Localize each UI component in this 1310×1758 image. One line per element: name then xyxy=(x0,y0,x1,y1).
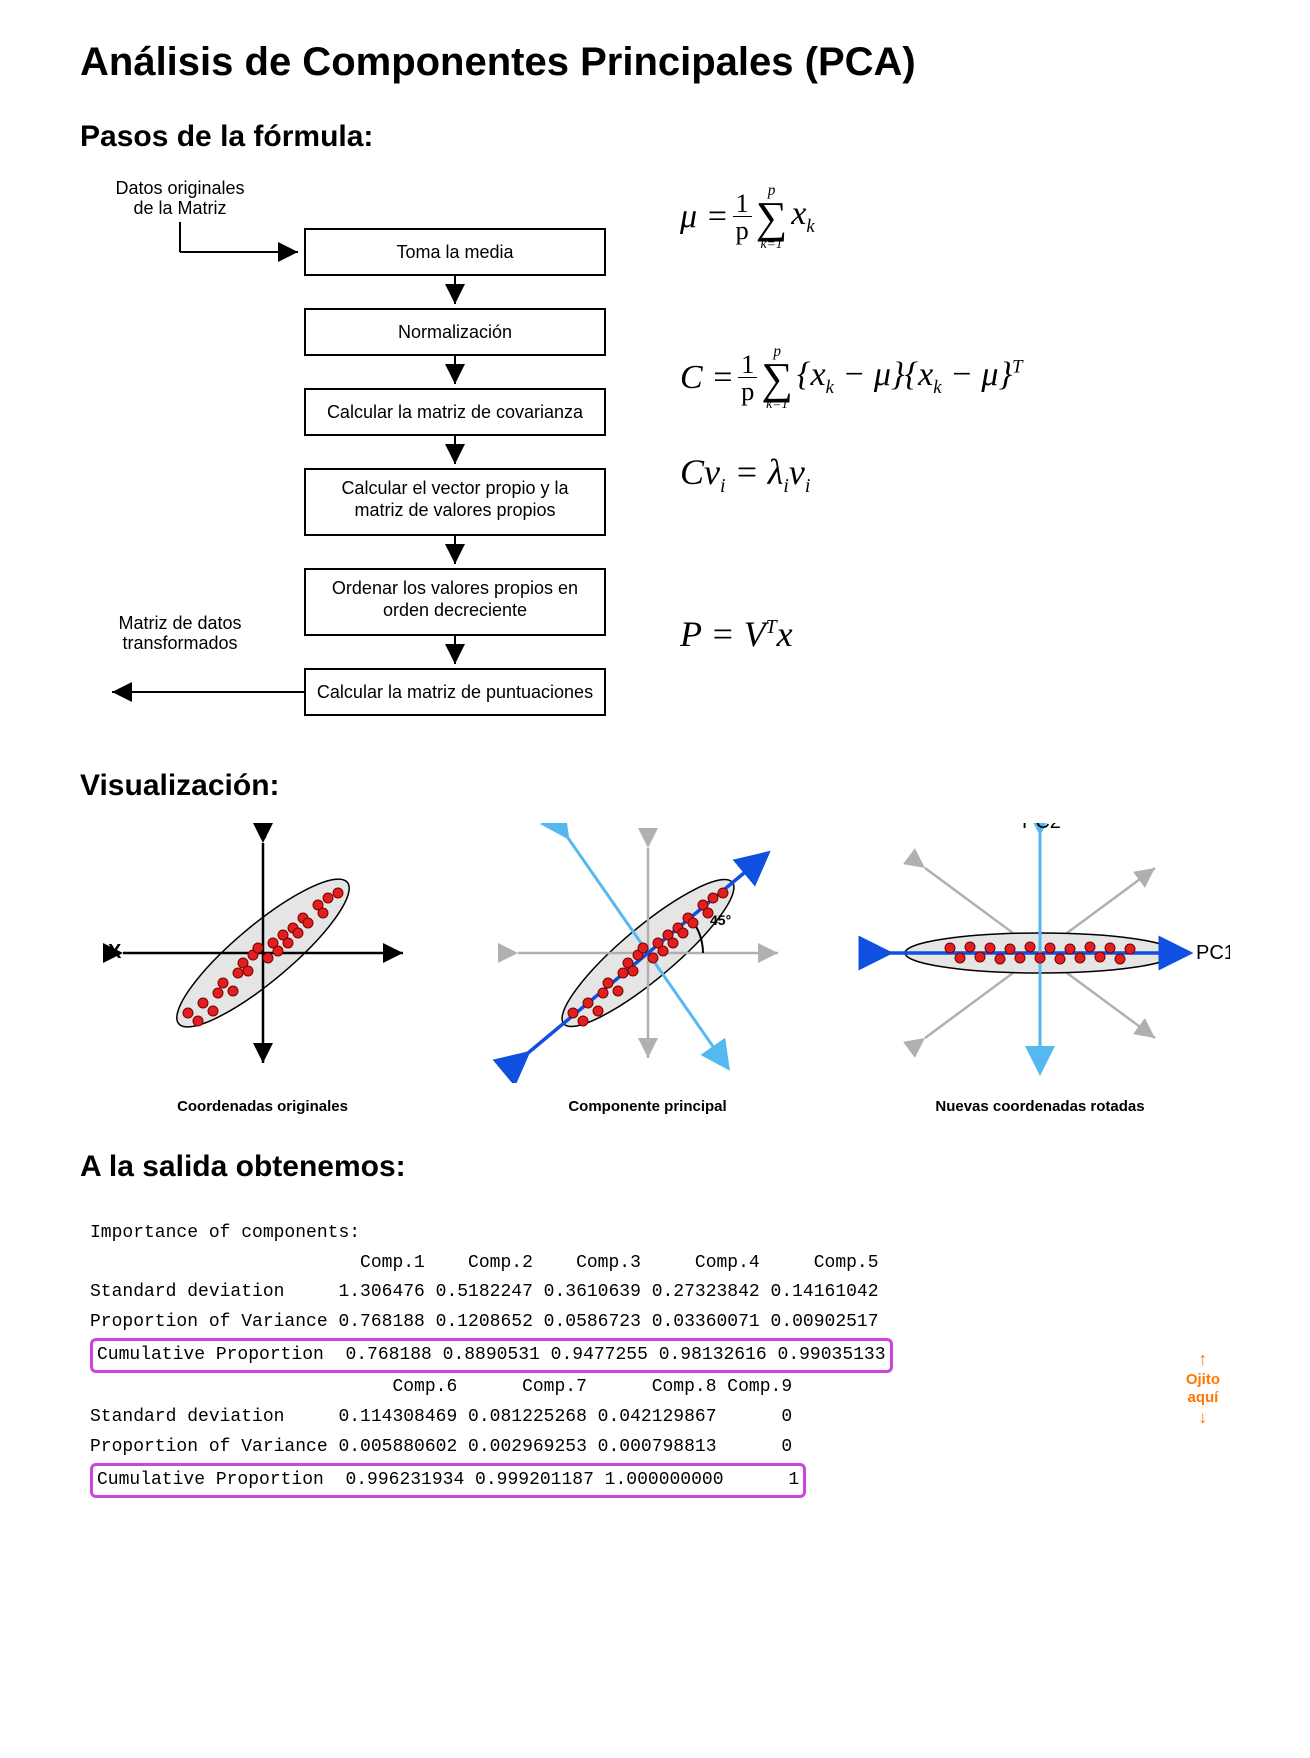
out-cols2: Comp.6 Comp.7 Comp.8 Comp.9 xyxy=(90,1377,792,1397)
formula-eigen: Cνi = λiνi xyxy=(680,451,1230,498)
viz-svg-2: 45° xyxy=(478,823,818,1083)
flowchart-svg: Datos originales de la Matriz Toma la me… xyxy=(80,174,640,734)
formula-mean: μ = 1p p∑k=1 xk xyxy=(680,184,1230,250)
out-cols1: Comp.1 Comp.2 Comp.3 Comp.4 Comp.5 xyxy=(90,1253,879,1273)
flow-output-label2: transformados xyxy=(122,633,237,653)
flow-box-2: Normalización xyxy=(398,322,512,342)
viz-panel-1: X Y Coordenadas originales xyxy=(80,823,445,1115)
viz-panel-3: PC1 PC2 Nuevas coordenadas rotadas xyxy=(850,823,1230,1115)
visualization-row: X Y Coordenadas originales xyxy=(80,823,1230,1115)
formula-covariance: C = 1p p∑k=1 {xk − μ}{xk − μ}T xyxy=(680,345,1230,411)
flow-input-label2: de la Matriz xyxy=(133,198,226,218)
formula-projection: P = VTx xyxy=(680,613,1230,655)
viz-caption-1: Coordenadas originales xyxy=(80,1098,445,1115)
page-title: Análisis de Componentes Principales (PCA… xyxy=(80,40,1230,85)
flow-box-5b: orden decreciente xyxy=(383,600,527,620)
out-header: Importance of components: xyxy=(90,1223,360,1243)
out-row6-highlighted: Cumulative Proportion 0.996231934 0.9992… xyxy=(90,1463,806,1499)
viz-caption-3: Nuevas coordenadas rotadas xyxy=(850,1098,1230,1115)
svg-text:X: X xyxy=(108,941,122,963)
flow-box-1: Toma la media xyxy=(396,242,514,262)
viz-caption-2: Componente principal xyxy=(465,1098,830,1115)
formulas-column: μ = 1p p∑k=1 xk C = 1p p∑k=1 {xk − μ}{xk… xyxy=(680,174,1230,734)
viz-svg-3: PC1 PC2 xyxy=(850,823,1230,1083)
flow-box-6: Calcular la matriz de puntuaciones xyxy=(317,682,593,702)
flow-box-4b: matriz de valores propios xyxy=(354,500,555,520)
viz-heading: Visualización: xyxy=(80,769,1230,803)
flow-left: Datos originales de la Matriz Toma la me… xyxy=(80,174,640,734)
svg-text:PC2: PC2 xyxy=(1022,823,1061,833)
viz-svg-1: X Y xyxy=(93,823,433,1083)
flow-output-label: Matriz de datos xyxy=(118,613,241,633)
out-row5: Proportion of Variance 0.005880602 0.002… xyxy=(90,1437,792,1457)
flow-box-4a: Calcular el vector propio y la xyxy=(341,478,569,498)
flow-box-3: Calcular la matriz de covarianza xyxy=(327,402,584,422)
steps-heading: Pasos de la fórmula: xyxy=(80,120,1230,154)
out-row1: Standard deviation 1.306476 0.5182247 0.… xyxy=(90,1282,879,1302)
flow-input-label: Datos originales xyxy=(115,178,244,198)
out-row3-highlighted: Cumulative Proportion 0.768188 0.8890531… xyxy=(90,1338,893,1374)
svg-text:PC1: PC1 xyxy=(1196,942,1230,964)
annotation-ojito: Ojitoaquí xyxy=(1186,1349,1220,1428)
output-heading: A la salida obtenemos: xyxy=(80,1150,1230,1184)
output-block: Importance of components: Comp.1 Comp.2 … xyxy=(80,1204,1230,1513)
flow-diagram-area: Datos originales de la Matriz Toma la me… xyxy=(80,174,1230,734)
out-row4: Standard deviation 0.114308469 0.0812252… xyxy=(90,1407,792,1427)
viz-panel-2: 45° Componente principal xyxy=(465,823,830,1115)
out-row2: Proportion of Variance 0.768188 0.120865… xyxy=(90,1312,879,1332)
flow-box-5a: Ordenar los valores propios en xyxy=(332,578,578,598)
svg-text:Y: Y xyxy=(258,823,272,843)
